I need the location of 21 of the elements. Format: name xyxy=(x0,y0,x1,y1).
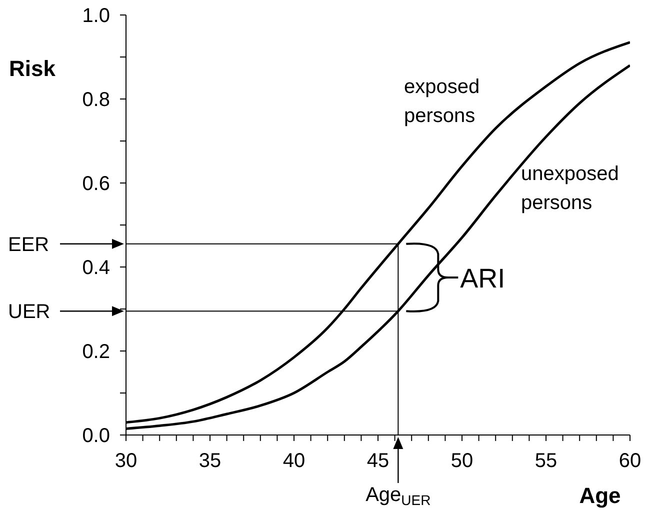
series-label: unexposed persons xyxy=(521,163,619,214)
x-tick-label: 50 xyxy=(450,450,474,472)
x-tick-label: 60 xyxy=(618,450,642,472)
x-tick-label: 30 xyxy=(114,450,138,472)
y-axis-title: Risk xyxy=(9,56,56,81)
series-label: exposed persons xyxy=(404,76,480,127)
y-tick-label: 0.2 xyxy=(82,341,110,364)
ref-line-label: UER xyxy=(8,301,50,324)
y-tick-label: 0.8 xyxy=(82,89,110,112)
y-tick-label: 0.4 xyxy=(82,257,110,280)
y-tick-label: 1.0 xyxy=(82,5,110,28)
ref-line-label: EER xyxy=(8,234,50,256)
x-axis-title: Age xyxy=(579,483,621,508)
x-tick-label: 35 xyxy=(198,450,222,472)
ref-line-label: Age$_{UER}$ xyxy=(366,484,431,508)
x-tick-label: 40 xyxy=(282,450,306,472)
annotation: ARI xyxy=(460,264,506,294)
y-tick-label: 0.0 xyxy=(82,425,110,448)
x-tick-label: 45 xyxy=(366,450,390,472)
y-tick-label: 0.6 xyxy=(82,173,110,196)
x-tick-label: 55 xyxy=(534,450,558,472)
